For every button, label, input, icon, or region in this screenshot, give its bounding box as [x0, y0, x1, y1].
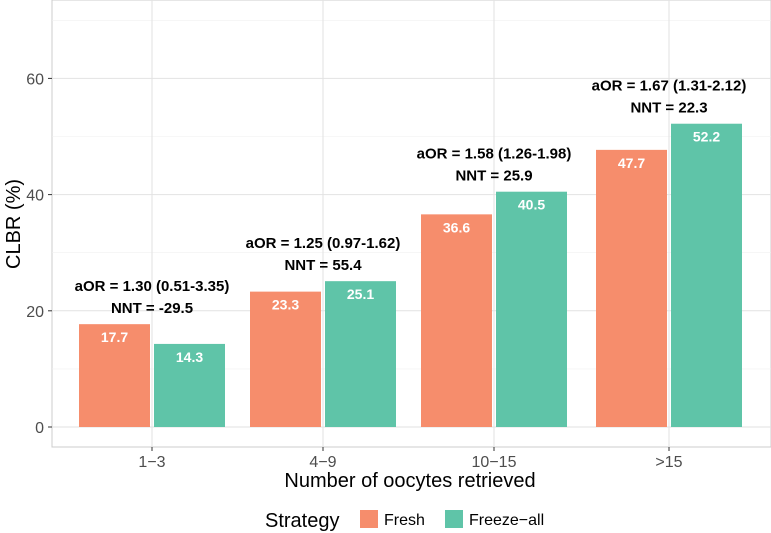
annotation-nnt: NNT = -29.5	[111, 300, 193, 317]
bar-freeze-all	[496, 191, 567, 427]
bar-freeze-all	[671, 123, 742, 427]
x-tick-label: >15	[655, 454, 682, 471]
bar-fresh	[421, 214, 492, 427]
y-axis-title: CLBR (%)	[3, 179, 25, 269]
legend-swatch-fresh	[360, 510, 378, 528]
x-axis-title: Number of oocytes retrieved	[284, 470, 535, 492]
bar-value-label-freeze-all: 14.3	[176, 349, 203, 365]
legend-label-freeze-all: Freeze−all	[469, 512, 544, 529]
x-axis-ticks: 1−3 4−9 10−15 >15	[138, 447, 683, 471]
bars	[79, 123, 742, 427]
bar-value-label-freeze-all: 52.2	[693, 129, 720, 145]
legend: Strategy Fresh Freeze−all	[265, 510, 544, 532]
bar-value-label-fresh: 47.7	[618, 155, 645, 171]
annotation-aor: aOR = 1.58 (1.26-1.98)	[417, 146, 572, 163]
x-tick-label: 1−3	[138, 454, 165, 471]
y-tick-label: 20	[26, 304, 44, 321]
annotations: aOR = 1.30 (0.51-3.35) NNT = -29.5 aOR = 1…	[75, 78, 747, 317]
bar-value-label-freeze-all: 25.1	[347, 286, 374, 302]
annotation-aor: aOR = 1.30 (0.51-3.35)	[75, 278, 230, 295]
bar-value-label-fresh: 23.3	[272, 297, 299, 313]
y-tick-label: 60	[26, 71, 44, 88]
y-axis-ticks: 0 20 40 60	[26, 71, 52, 437]
legend-label-fresh: Fresh	[384, 512, 425, 529]
bar-fresh	[250, 291, 321, 427]
legend-title: Strategy	[265, 510, 339, 532]
annotation-nnt: NNT = 55.4	[284, 257, 362, 274]
bar-value-label-fresh: 36.6	[443, 219, 470, 235]
bar-fresh	[79, 324, 150, 427]
bar-fresh	[596, 149, 667, 427]
annotation-nnt: NNT = 22.3	[630, 100, 707, 117]
bar-value-labels: 17.7 23.3 36.6 47.7 14.3 25.1 40.5 52.2	[101, 129, 720, 365]
annotation-nnt: NNT = 25.9	[455, 168, 532, 185]
bar-value-label-fresh: 17.7	[101, 329, 128, 345]
annotation-aor: aOR = 1.67 (1.31-2.12)	[592, 78, 747, 95]
x-tick-label: 4−9	[309, 454, 336, 471]
annotation-aor: aOR = 1.25 (0.97-1.62)	[246, 235, 401, 252]
legend-swatch-freeze-all	[445, 510, 463, 528]
bar-freeze-all	[154, 343, 225, 427]
bar-value-label-freeze-all: 40.5	[518, 197, 545, 213]
y-tick-label: 40	[26, 188, 44, 205]
y-tick-label: 0	[35, 420, 44, 437]
bar-freeze-all	[325, 281, 396, 427]
x-tick-label: 10−15	[472, 454, 517, 471]
